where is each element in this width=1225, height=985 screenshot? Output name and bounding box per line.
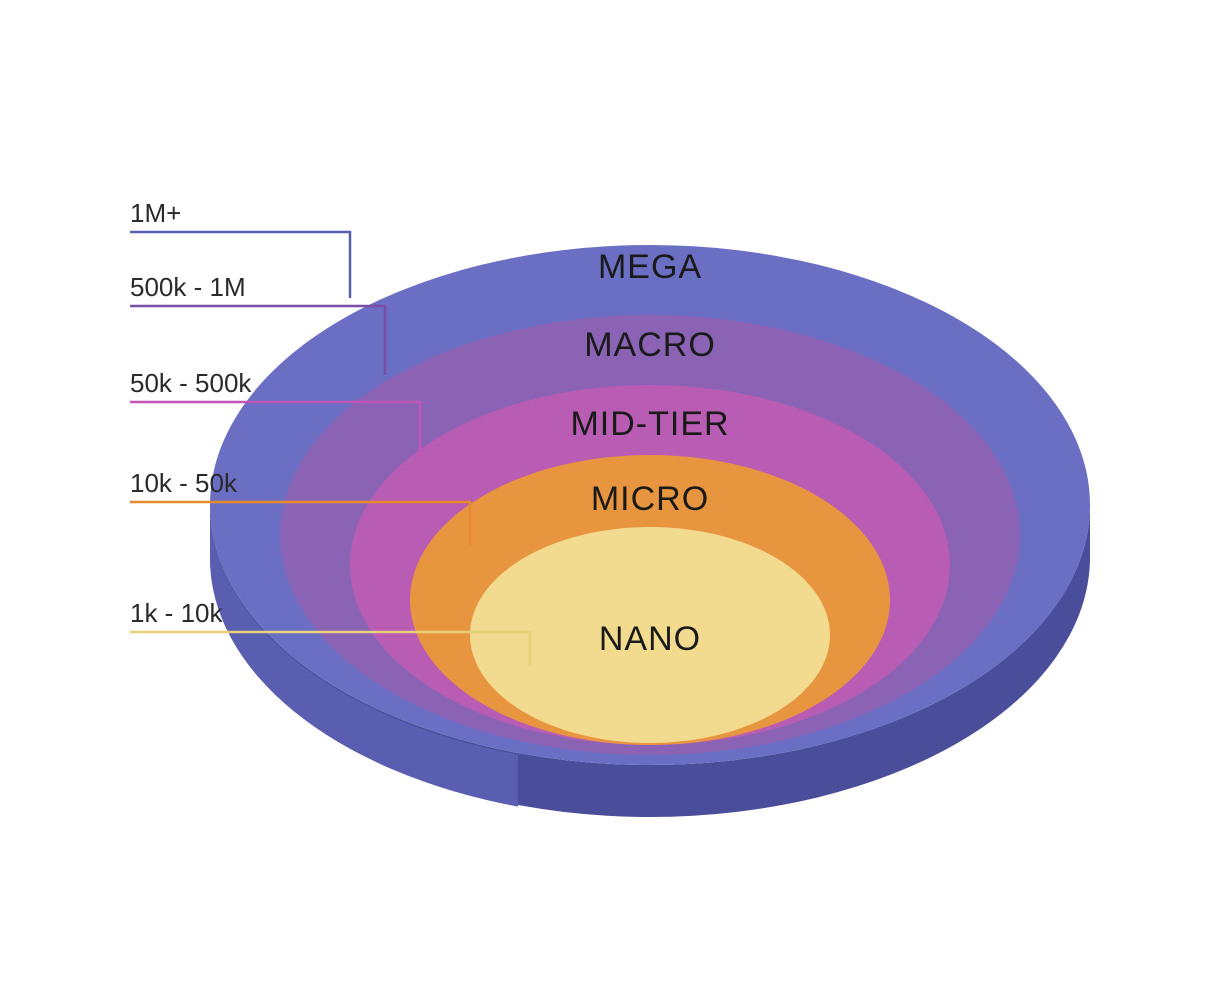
ring-label-nano: NANO: [599, 620, 701, 659]
legend-mega: 1M+: [130, 198, 181, 229]
legend-macro: 500k - 1M: [130, 272, 246, 303]
ring-label-mega: MEGA: [598, 248, 702, 287]
legend-micro: 10k - 50k: [130, 468, 237, 499]
ring-label-macro: MACRO: [584, 326, 716, 365]
ring-label-mid-tier: MID-TIER: [570, 405, 729, 444]
ring-label-micro: MICRO: [591, 480, 709, 519]
legend-mid-tier: 50k - 500k: [130, 368, 251, 399]
tier-diagram: 1M+ 500k - 1M 50k - 500k 10k - 50k 1k - 10k M…: [0, 0, 1225, 980]
legend-nano: 1k - 10k: [130, 598, 223, 629]
